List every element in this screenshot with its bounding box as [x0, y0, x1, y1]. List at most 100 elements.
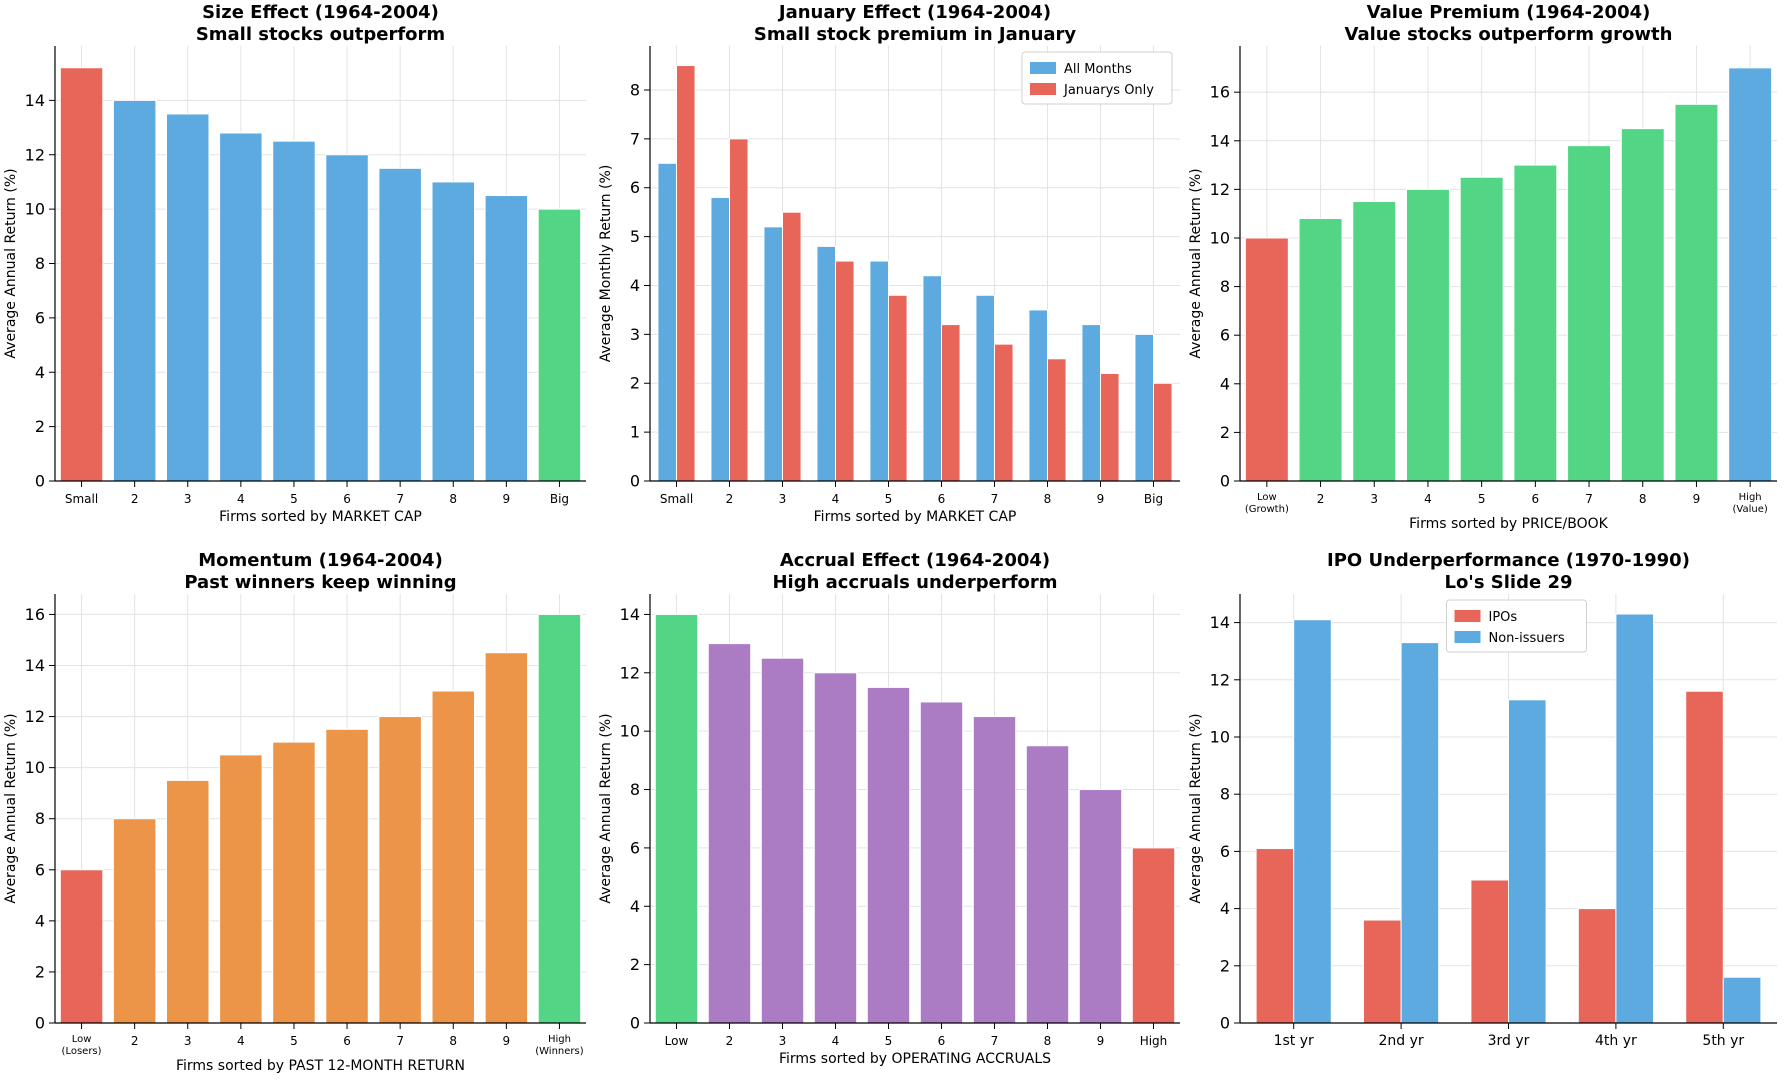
y-tick-label: 5 [630, 227, 640, 246]
x-tick-label: 7 [396, 1034, 404, 1048]
y-tick-label: 1 [630, 423, 640, 442]
x-tick-label: 2 [1317, 492, 1325, 506]
bar-ipos [1255, 848, 1295, 1024]
bar-januarys-only [941, 324, 961, 482]
x-tick-label: 7 [991, 1034, 999, 1048]
y-tick-label: 0 [35, 472, 45, 491]
chart-2: January Effect (1964-2004)Small stock pr… [598, 2, 1180, 525]
bar [59, 869, 104, 1024]
y-tick-label: 6 [630, 178, 640, 197]
y-tick-label: 4 [630, 897, 640, 916]
bar-non-issuers [1615, 613, 1654, 1024]
bar-januarys-only [782, 211, 802, 482]
x-tick-label: 3 [779, 1034, 787, 1048]
bar [378, 167, 422, 482]
bar [484, 652, 529, 1024]
x-tick-label: 4 [832, 492, 840, 506]
x-axis-label: Firms sorted by PAST 12-MONTH RETURN [176, 1058, 465, 1074]
y-tick-label: 14 [620, 605, 640, 624]
y-tick-label: 0 [1220, 1014, 1230, 1033]
chart-title: Value Premium (1964-2004) [1367, 2, 1651, 23]
x-tick-label: 6 [938, 492, 946, 506]
y-tick-label: 8 [630, 780, 640, 799]
bar [219, 754, 263, 1024]
x-tick-label: 6 [343, 492, 351, 506]
chart-subtitle: Past winners keep winning [184, 572, 456, 593]
bar-ipos [1577, 908, 1617, 1024]
x-tick-label: 9 [503, 1034, 511, 1048]
x-tick-label: 8 [1044, 492, 1052, 506]
bar-ipos [1685, 690, 1724, 1024]
y-tick-label: 4 [35, 911, 45, 930]
bar-januarys-only [888, 294, 908, 482]
y-tick-label: 2 [1220, 423, 1230, 442]
x-tick-label: Small [65, 492, 98, 506]
x-tick-label: Low (Losers) [62, 1034, 102, 1057]
chart-title: Momentum (1964-2004) [198, 550, 443, 571]
y-axis-label: Average Annual Return (%) [598, 713, 614, 903]
x-tick-label: 5 [885, 492, 893, 506]
chart-subtitle: Value stocks outperform growth [1345, 24, 1673, 45]
x-tick-label: Low [665, 1034, 689, 1048]
y-tick-label: 8 [35, 809, 45, 828]
bar-all-months [763, 226, 784, 482]
x-tick-label-line: (Winners) [535, 1046, 583, 1057]
y-tick-label: 10 [1210, 228, 1230, 247]
bar [760, 657, 805, 1024]
y-tick-label: 12 [25, 707, 45, 726]
bar-januarys-only [994, 343, 1014, 482]
bar [1025, 745, 1070, 1024]
y-tick-label: 16 [25, 605, 45, 624]
x-tick-label: 8 [449, 1034, 457, 1048]
bar [813, 672, 858, 1024]
bar-januarys-only [676, 65, 696, 482]
chart-3: Value Premium (1964-2004)Value stocks ou… [1188, 2, 1777, 532]
x-tick-label: 5 [290, 492, 298, 506]
bar-all-months [816, 245, 837, 482]
y-tick-label: 6 [35, 860, 45, 879]
bar-all-months [1081, 324, 1101, 482]
bar [1459, 176, 1504, 482]
x-tick-label: Low (Growth) [1245, 492, 1289, 515]
bar [1078, 789, 1123, 1024]
chart-title: IPO Underperformance (1970-1990) [1327, 550, 1690, 571]
x-tick-label: Small [660, 492, 693, 506]
chart-6: IPO Underperformance (1970-1990)Lo's Sli… [1188, 550, 1777, 1049]
y-tick-label: 12 [25, 145, 45, 164]
y-tick-label: 8 [35, 254, 45, 273]
bar [166, 113, 210, 482]
x-tick-label: 1st yr [1274, 1033, 1314, 1049]
bar [166, 779, 210, 1024]
x-tick-label: 2 [726, 492, 734, 506]
bar-all-months [922, 275, 943, 482]
y-tick-label: 10 [620, 722, 640, 741]
x-tick-label: 3 [184, 1034, 192, 1048]
x-tick-label: 3 [779, 492, 787, 506]
y-tick-label: 8 [1220, 785, 1230, 804]
y-tick-label: 0 [630, 472, 640, 491]
bar [919, 701, 964, 1024]
x-tick-label: 2nd yr [1379, 1033, 1424, 1049]
chart-title: January Effect (1964-2004) [777, 2, 1051, 23]
x-tick-label: 6 [343, 1034, 351, 1048]
x-axis-label: Firms sorted by MARKET CAP [219, 509, 422, 525]
x-tick-label: 6 [1532, 492, 1540, 506]
bar-all-months [657, 162, 678, 482]
bar [1674, 103, 1719, 482]
legend-swatch [1030, 62, 1056, 74]
x-axis-label: Firms sorted by PRICE/BOOK [1409, 516, 1609, 532]
x-tick-label: 3rd yr [1488, 1033, 1530, 1049]
y-tick-label: 4 [1220, 899, 1230, 918]
x-tick-label: 3 [1370, 492, 1378, 506]
x-tick-label: Big [550, 492, 569, 506]
bar [219, 132, 263, 482]
chart-title: Size Effect (1964-2004) [202, 2, 439, 23]
bar [325, 728, 369, 1024]
x-tick-label: 5 [290, 1034, 298, 1048]
bar-all-months [1028, 309, 1048, 482]
x-tick-label-line: (Growth) [1245, 504, 1289, 515]
bar [1405, 188, 1450, 482]
y-tick-label: 14 [25, 656, 45, 675]
y-tick-label: 0 [630, 1014, 640, 1033]
bar [1352, 201, 1397, 482]
